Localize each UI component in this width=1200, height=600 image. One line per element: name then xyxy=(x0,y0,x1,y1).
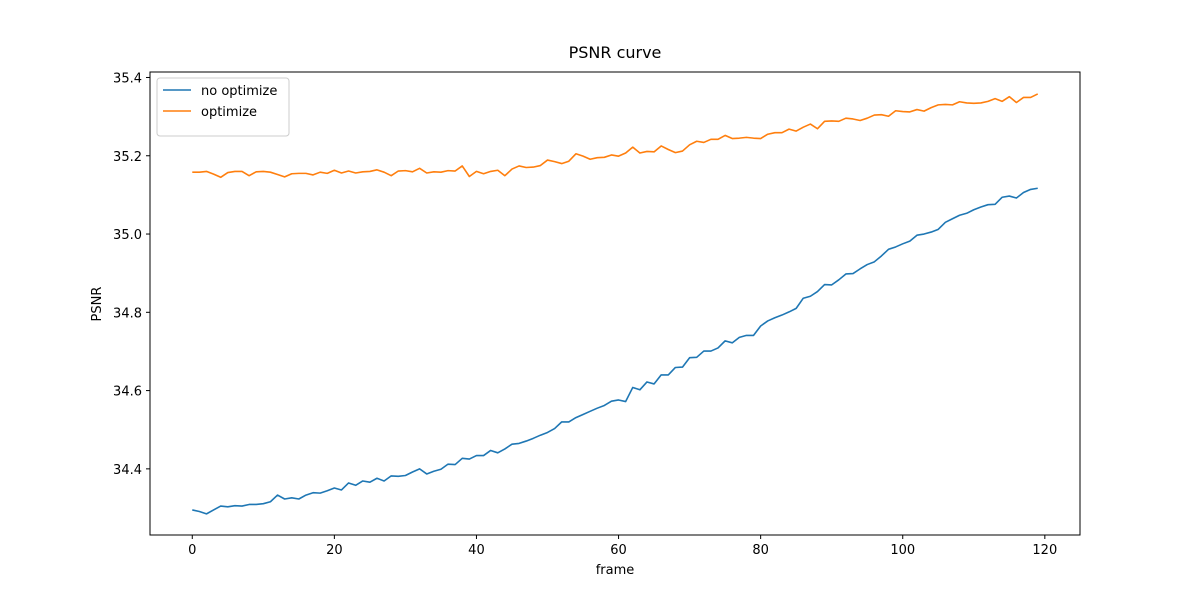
y-tick-label: 34.4 xyxy=(113,463,142,478)
chart-title: PSNR curve xyxy=(569,43,662,62)
y-tick-label: 35.0 xyxy=(113,228,142,243)
y-tick-label: 35.4 xyxy=(113,71,142,86)
x-tick-label: 20 xyxy=(326,543,343,558)
y-tick-label: 35.2 xyxy=(113,150,142,165)
y-tick-label: 34.8 xyxy=(113,306,142,321)
y-tick-label: 34.6 xyxy=(113,385,142,400)
line-series xyxy=(192,187,1038,515)
x-tick-label: 60 xyxy=(610,543,627,558)
x-tick-label: 100 xyxy=(890,543,915,558)
x-tick-label: 120 xyxy=(1032,543,1057,558)
plot-frame xyxy=(149,71,1081,536)
x-axis-label: frame xyxy=(596,563,635,578)
x-tick-label: 0 xyxy=(188,543,196,558)
x-tick-label: 80 xyxy=(752,543,769,558)
line-series xyxy=(192,93,1039,179)
legend-label: optimize xyxy=(201,105,257,120)
x-tick-label: 40 xyxy=(468,543,485,558)
legend-box xyxy=(156,77,290,137)
legend-label: no optimize xyxy=(201,84,277,99)
y-axis-label: PSNR xyxy=(90,287,105,322)
